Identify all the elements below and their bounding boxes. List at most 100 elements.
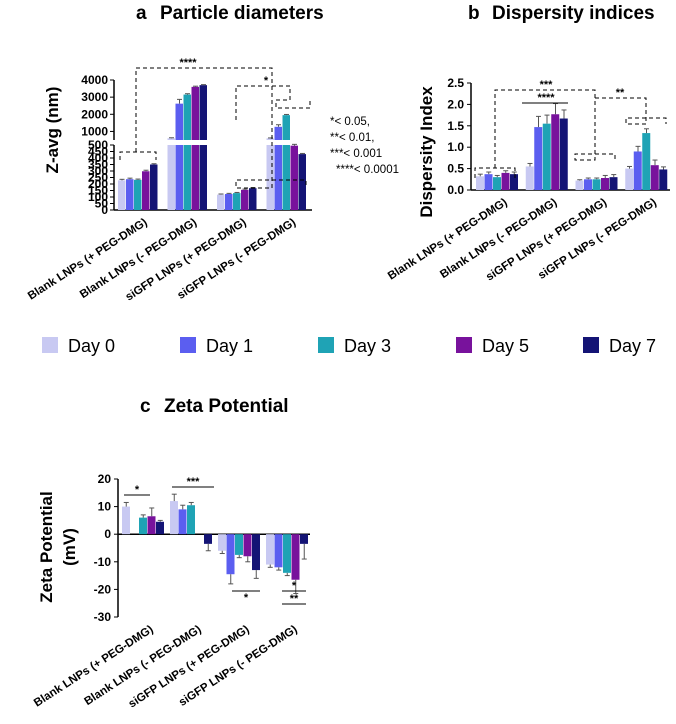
panel-b-letter: b <box>468 3 480 24</box>
panel-b-bar <box>625 168 634 190</box>
panel-a-bar-lower <box>199 145 207 210</box>
panel-b-ticklabel: 0.5 <box>447 162 464 176</box>
panel-a-bracket-2 <box>135 67 307 189</box>
legend: Day 0 Day 1 Day 3 Day 5 Day 7 <box>42 336 656 356</box>
panel-b-bar <box>642 133 651 190</box>
panel-b-bar <box>525 166 534 190</box>
panel-c-bar <box>266 534 274 565</box>
panel-b-bar <box>601 178 609 190</box>
panel-a-ticklabel-lower: 400 <box>88 151 108 165</box>
panel-c-ticklabel: 20 <box>98 472 112 486</box>
panel-a-bar-lower <box>266 145 274 210</box>
panel-b-sig-2: **** <box>537 92 555 104</box>
panel-a-bar <box>290 145 298 210</box>
panel-a-bar-lower <box>191 145 199 210</box>
panel-a-bracket-3 <box>235 85 311 120</box>
panel-a-title: Particle diameters <box>160 3 324 24</box>
panel-b-bar <box>476 176 484 190</box>
panel-c-sig-4: * <box>292 580 297 592</box>
panel-c-bar <box>178 509 187 535</box>
panel-a-ticklabel-lower: 100 <box>88 190 108 204</box>
panel-c-ticklabel: 10 <box>98 500 112 514</box>
legend-swatch-day1 <box>180 337 196 353</box>
legend-label-day0: Day 0 <box>68 336 115 356</box>
panel-a-ticklabel-lower: 250 <box>88 171 108 185</box>
legend-label-day7: Day 7 <box>609 336 656 356</box>
panel-c-bar <box>156 521 164 535</box>
legend-swatch-day3 <box>318 337 334 353</box>
panel-c-ticklabel: -20 <box>94 582 112 596</box>
panel-b-bar <box>559 118 568 190</box>
panel-a-bar <box>126 179 134 210</box>
panel-a-ticklabel-lower: 500 <box>88 138 108 152</box>
panel-c-bar <box>283 534 291 573</box>
panel-b-bar <box>501 172 510 190</box>
panel-c-sig-3: * <box>244 592 249 604</box>
sig-note-4: ****< 0.0001 <box>336 164 399 176</box>
panel-a-ticklabel-lower: 0 <box>101 203 108 217</box>
panel-c-bar <box>218 534 226 551</box>
panel-c-bar <box>139 517 147 535</box>
panel-a-bar <box>142 171 150 210</box>
panel-a-sig-2: * <box>264 75 269 87</box>
sig-note-1: *< 0.05, <box>330 116 370 128</box>
panel-b-bar <box>633 151 642 190</box>
panel-a-bar-lower <box>167 145 175 210</box>
panel-b-title: Dispersity indices <box>492 3 655 24</box>
legend-label-day1: Day 1 <box>206 336 253 356</box>
panel-a-ylabel: Z-avg (nm) <box>43 87 62 174</box>
panel-c-bar <box>187 505 195 535</box>
panel-b-bar <box>592 179 601 190</box>
panel-a-bar-lower <box>274 145 282 210</box>
panel-b-bar <box>575 180 584 190</box>
panel-b-bar <box>659 169 668 190</box>
panel-b-bar <box>510 174 518 190</box>
panel-c-bar <box>291 534 300 580</box>
panel-b-bar <box>534 127 543 190</box>
panel-c-bar <box>170 501 178 535</box>
panel-c-bar <box>300 534 308 544</box>
panel-a-bar-upper <box>183 94 191 140</box>
panel-c-sig-2: *** <box>187 476 201 488</box>
panel-a-bar-upper <box>266 138 274 140</box>
panel-c-sig-1: * <box>135 484 140 496</box>
panel-c-letter: c <box>140 396 151 417</box>
panel-a-ticklabel-lower: 50 <box>95 197 109 211</box>
panel-c-ticklabel: -30 <box>94 610 112 624</box>
panel-c-ylabel-line2: (mV) <box>60 528 79 566</box>
panel-c-bar <box>252 534 260 571</box>
panel-b-ticklabel: 0.0 <box>447 183 464 197</box>
legend-swatch-day0 <box>42 337 58 353</box>
panel-b-bar <box>650 165 659 190</box>
panel-a-bar <box>249 188 257 210</box>
panel-a-ticklabel-lower: 150 <box>88 184 108 198</box>
panel-a-letter: a <box>136 3 147 24</box>
panel-a-bar-upper <box>274 126 282 140</box>
panel-b-ticklabel: 2.5 <box>447 76 464 90</box>
panel-a-bar-lower <box>175 145 183 210</box>
panel-b-bar <box>609 177 618 190</box>
panel-a-ticklabel-upper: 2000 <box>81 107 108 121</box>
panel-a-bar-upper <box>282 115 290 140</box>
panel-b-bar <box>551 114 560 190</box>
panel-a-bar-lower <box>282 145 290 210</box>
panel-a-bar <box>298 154 306 210</box>
panel-a-sig-1: **** <box>179 57 197 69</box>
panel-a-bar <box>217 194 225 210</box>
panel-a-bar-upper <box>175 103 183 140</box>
legend-label-day5: Day 5 <box>482 336 529 356</box>
sig-note-3: ***< 0.001 <box>330 148 382 160</box>
panel-c-sig-5: ** <box>290 593 299 605</box>
panel-c-ylabel-line1: Zeta Potential <box>37 491 56 602</box>
panel-b-ticklabel: 1.5 <box>447 119 464 133</box>
panel-b-sig-3: ** <box>616 87 625 99</box>
panel-c-ticklabel: -10 <box>94 555 112 569</box>
panel-a-bar <box>225 194 233 210</box>
panel-a-ticklabel-upper: 3000 <box>81 90 108 104</box>
panel-b-bar <box>542 123 551 190</box>
panel-a-bar <box>118 180 126 210</box>
panel-a-ticklabel-lower: 300 <box>88 164 108 178</box>
panel-a-bar-lower <box>183 145 191 210</box>
